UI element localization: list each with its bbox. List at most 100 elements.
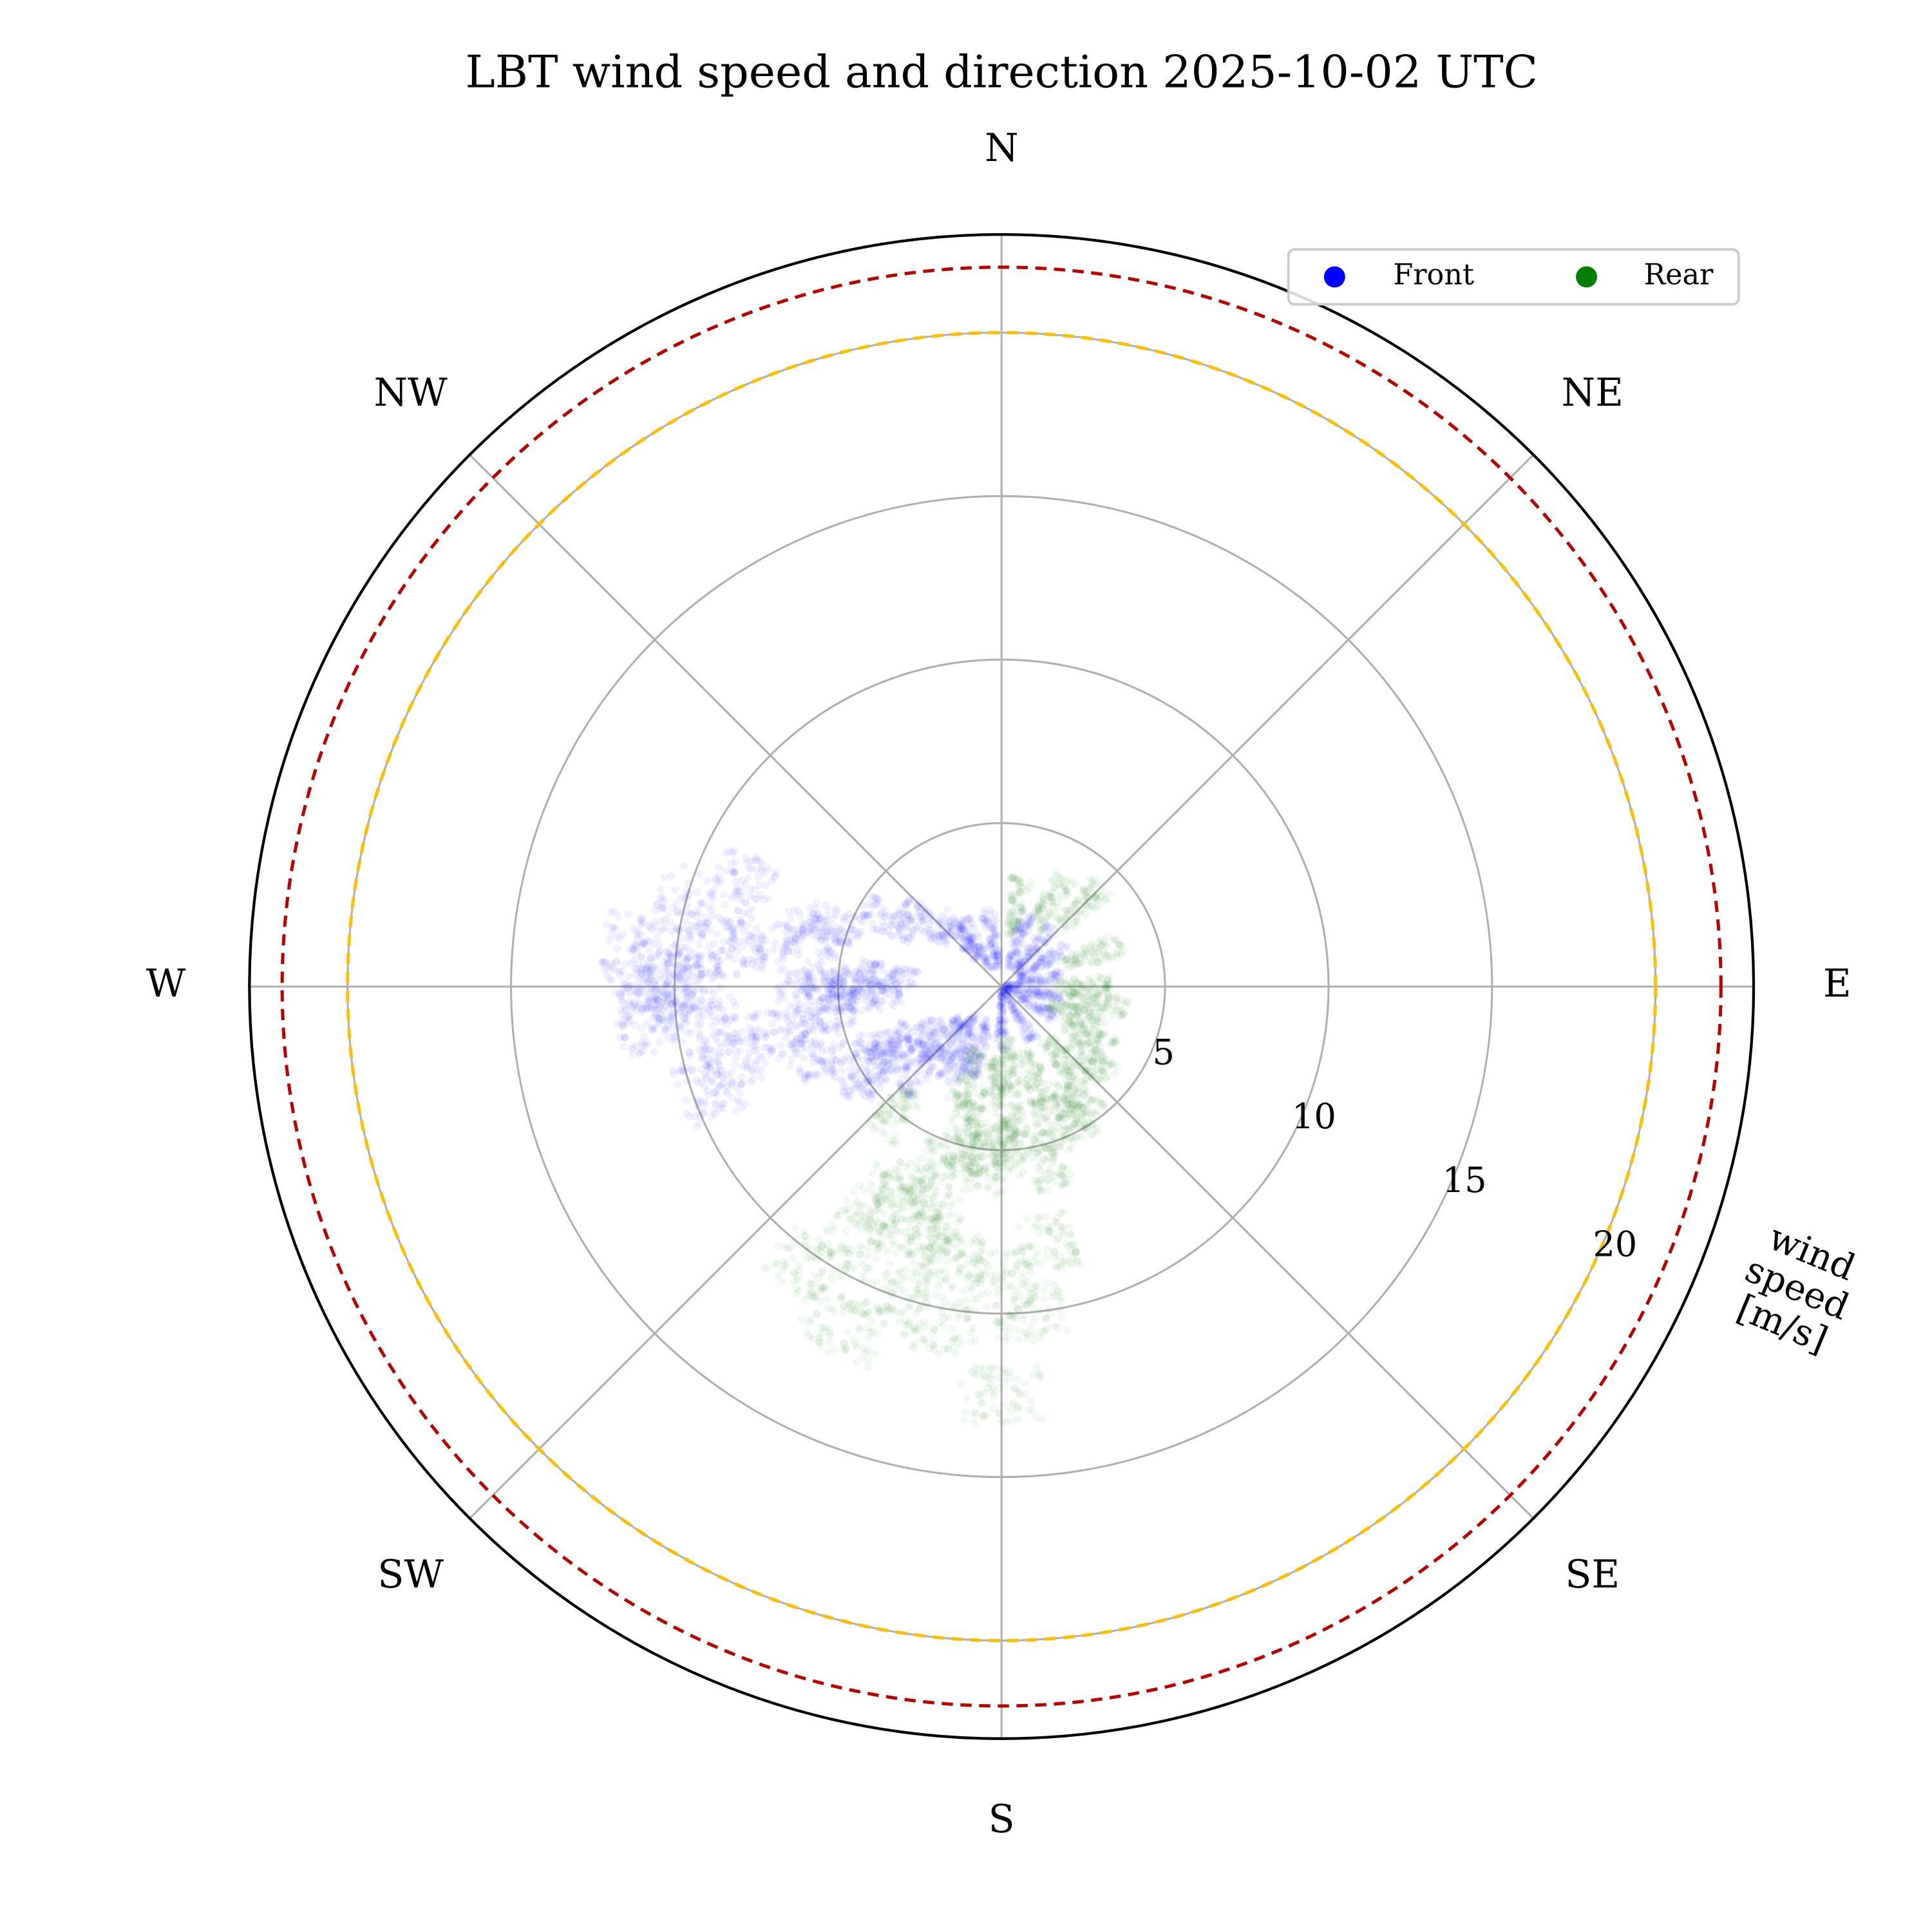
data-point: [960, 1186, 968, 1195]
data-point: [747, 857, 755, 866]
data-point: [842, 967, 850, 976]
data-point: [871, 995, 879, 1003]
data-point: [782, 927, 791, 936]
data-point: [656, 1015, 665, 1023]
data-point: [650, 1048, 659, 1056]
data-point: [850, 993, 858, 1001]
data-point: [688, 988, 697, 997]
data-point: [1070, 1030, 1079, 1038]
data-point: [855, 1181, 864, 1189]
data-point: [867, 985, 875, 993]
data-point: [796, 1037, 805, 1046]
data-point: [829, 979, 838, 988]
data-point: [612, 958, 621, 966]
data-point: [1019, 1155, 1027, 1164]
data-point: [833, 990, 842, 998]
data-point: [816, 965, 824, 974]
data-point: [775, 920, 784, 929]
data-point: [887, 981, 895, 990]
data-point: [898, 1116, 906, 1124]
data-point: [853, 1197, 861, 1206]
data-point: [982, 1302, 991, 1311]
data-point: [849, 992, 858, 1000]
data-point: [868, 1076, 876, 1084]
data-point: [668, 1009, 677, 1018]
data-point: [659, 1027, 668, 1036]
data-point: [848, 998, 857, 1007]
data-point: [636, 916, 645, 924]
data-point: [824, 985, 833, 994]
data-point: [888, 1226, 896, 1235]
data-point: [930, 1325, 939, 1334]
data-point: [1012, 1314, 1021, 1323]
data-point: [908, 1250, 917, 1258]
data-point: [884, 1285, 893, 1293]
data-point: [832, 954, 840, 963]
data-point: [768, 1019, 777, 1028]
data-point: [976, 1142, 985, 1151]
data-point: [775, 1026, 784, 1034]
data-point: [896, 970, 905, 979]
data-point: [695, 954, 704, 963]
data-point: [794, 907, 802, 915]
data-point: [996, 1315, 1004, 1324]
data-point: [690, 995, 699, 1004]
data-point: [905, 1074, 913, 1083]
data-point: [763, 1009, 772, 1017]
data-point: [816, 997, 824, 1006]
data-point: [715, 879, 723, 887]
data-point: [869, 959, 878, 968]
grid-circle: [510, 495, 1493, 1479]
data-point: [670, 1037, 678, 1045]
data-point: [631, 970, 639, 979]
data-point: [1027, 1268, 1036, 1277]
data-point: [633, 964, 641, 973]
data-point: [1006, 1101, 1015, 1110]
data-point: [1013, 990, 1022, 999]
data-point: [683, 887, 692, 895]
data-point: [985, 905, 994, 914]
data-point: [833, 1012, 842, 1021]
data-point: [819, 977, 828, 986]
data-point: [838, 991, 846, 1000]
grid-spoke: [1001, 454, 1535, 988]
data-point: [824, 1006, 833, 1015]
data-point: [909, 1057, 918, 1065]
data-point: [780, 994, 789, 1002]
data-point: [1055, 1305, 1064, 1314]
data-point: [789, 1045, 797, 1053]
data-point: [625, 997, 634, 1005]
data-point: [620, 1016, 628, 1025]
data-point: [1066, 1222, 1074, 1231]
data-point: [612, 932, 621, 941]
data-point: [732, 1014, 741, 1022]
data-point: [967, 1168, 976, 1177]
data-point: [622, 1012, 630, 1021]
data-point: [652, 976, 661, 984]
data-point: [932, 1250, 940, 1258]
data-point: [804, 989, 813, 998]
data-point: [782, 940, 791, 948]
data-point: [865, 959, 873, 967]
data-point: [942, 1275, 951, 1284]
data-point: [846, 992, 855, 1001]
data-point: [694, 1007, 703, 1016]
data-point: [639, 938, 647, 947]
data-point: [724, 1047, 733, 1056]
data-point: [793, 996, 801, 1004]
data-point: [888, 1112, 896, 1121]
data-point: [663, 1013, 672, 1021]
data-point: [794, 983, 802, 992]
data-point: [861, 1277, 869, 1286]
data-point: [893, 1200, 902, 1209]
data-point: [668, 1013, 677, 1021]
data-point: [670, 886, 679, 894]
data-point: [737, 1080, 746, 1088]
data-point: [851, 973, 860, 981]
data-point: [837, 1006, 846, 1014]
data-point: [730, 1061, 739, 1069]
data-point: [969, 1323, 977, 1332]
data-point: [648, 1023, 656, 1032]
data-point: [683, 963, 692, 972]
data-point: [863, 989, 872, 997]
